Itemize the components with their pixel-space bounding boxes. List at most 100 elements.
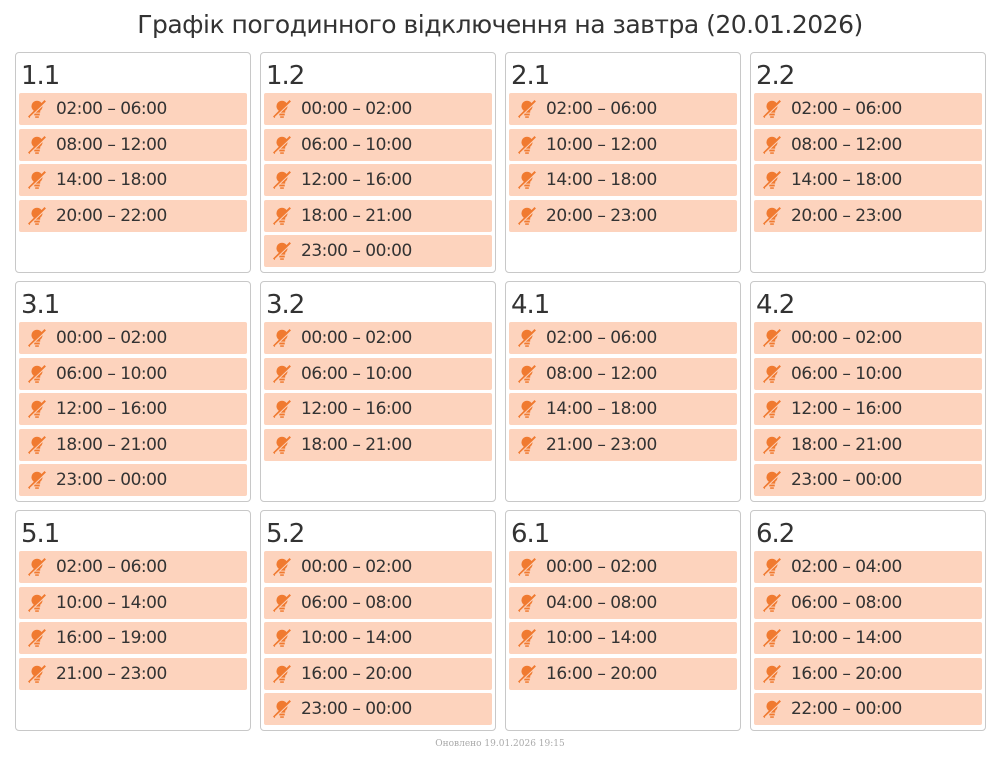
power-off-icon [763,558,782,576]
group-card: 4.1 02:00 – 06:00 08:00 – 12:00 14:00 – 18:… [505,281,741,502]
group-card: 4.2 00:00 – 02:00 06:00 – 10:00 12:00 – 16:… [750,281,986,502]
slot-time: 10:00 – 14:00 [791,628,902,648]
group-card: 1.1 02:00 – 06:00 08:00 – 12:00 14:00 – 18:… [15,52,251,273]
power-off-icon [273,135,292,154]
outage-slot: 18:00 – 21:00 [19,428,247,461]
outage-slot: 12:00 – 16:00 [264,393,492,425]
power-off-icon [763,135,782,154]
outage-slot: 06:00 – 10:00 [19,357,247,390]
power-off-icon [763,700,782,718]
slot-time: 08:00 – 12:00 [546,363,657,384]
updated-note: Оновлено 19.01.2026 19:15 [435,739,565,749]
group-card: 2.2 02:00 – 06:00 08:00 – 12:00 14:00 – 18:… [750,52,986,273]
slot-time: 00:00 – 02:00 [301,328,412,348]
slot-time: 18:00 – 21:00 [301,434,412,455]
power-off-icon [28,435,47,454]
group-name: 6.1 [511,519,550,549]
power-off-icon [28,558,47,576]
power-off-icon [273,400,292,418]
power-off-icon [28,329,47,347]
power-off-icon [28,100,47,118]
outage-slot: 08:00 – 12:00 [19,128,247,161]
slot-time: 16:00 – 20:00 [546,663,657,684]
group-name: 3.1 [21,290,60,320]
slot-time: 23:00 – 00:00 [301,699,412,719]
group-card: 6.2 02:00 – 04:00 06:00 – 08:00 10:00 – 14:… [750,510,986,731]
slot-time: 23:00 – 00:00 [56,470,167,490]
power-off-icon [518,206,537,225]
power-off-icon [518,435,537,454]
power-off-icon [518,400,537,418]
slot-time: 02:00 – 06:00 [791,99,902,119]
slot-time: 02:00 – 06:00 [56,557,167,577]
slot-time: 08:00 – 12:00 [56,134,167,155]
group-name: 1.2 [266,61,305,91]
outage-slot: 00:00 – 02:00 [509,551,737,583]
power-off-icon [273,700,292,718]
slot-time: 16:00 – 20:00 [791,663,902,684]
slot-time: 20:00 – 23:00 [791,205,902,226]
outage-slot: 02:00 – 06:00 [19,93,247,125]
outage-slot: 14:00 – 18:00 [19,164,247,196]
power-off-icon [763,364,782,383]
power-off-icon [518,593,537,612]
outage-slot: 02:00 – 06:00 [509,322,737,354]
power-off-icon [28,664,47,683]
outage-slot: 10:00 – 14:00 [264,622,492,654]
slot-time: 20:00 – 22:00 [56,205,167,226]
slot-time: 14:00 – 18:00 [56,170,167,190]
outage-slot: 20:00 – 23:00 [754,199,982,232]
slot-time: 02:00 – 06:00 [546,99,657,119]
power-off-icon [28,400,47,418]
schedule-grid: 1.1 02:00 – 06:00 08:00 – 12:00 14:00 – 18:… [15,52,986,731]
power-off-icon [273,629,292,647]
power-off-icon [28,135,47,154]
power-off-icon [763,100,782,118]
slot-time: 02:00 – 04:00 [791,557,902,577]
outage-slot: 10:00 – 12:00 [509,128,737,161]
slot-time: 12:00 – 16:00 [56,399,167,419]
power-off-icon [763,206,782,225]
power-off-icon [273,364,292,383]
power-off-icon [28,171,47,189]
outage-slot: 18:00 – 21:00 [264,428,492,461]
outage-slot: 04:00 – 08:00 [509,586,737,619]
outage-slot: 18:00 – 21:00 [264,199,492,232]
outage-slot: 21:00 – 23:00 [19,657,247,690]
outage-slot: 10:00 – 14:00 [509,622,737,654]
group-card: 5.2 00:00 – 02:00 06:00 – 08:00 10:00 – 14:… [260,510,496,731]
group-name: 2.1 [511,61,550,91]
outage-slot: 23:00 – 00:00 [264,235,492,267]
slot-time: 06:00 – 10:00 [791,363,902,384]
outage-slot: 21:00 – 23:00 [509,428,737,461]
outage-slot: 23:00 – 00:00 [264,693,492,725]
slot-time: 12:00 – 16:00 [791,399,902,419]
slot-time: 12:00 – 16:00 [301,170,412,190]
slot-time: 10:00 – 14:00 [301,628,412,648]
outage-slot: 02:00 – 06:00 [509,93,737,125]
slot-time: 08:00 – 12:00 [791,134,902,155]
outage-slot: 23:00 – 00:00 [754,464,982,496]
outage-slot: 12:00 – 16:00 [754,393,982,425]
group-name: 3.2 [266,290,305,320]
outage-slot: 20:00 – 23:00 [509,199,737,232]
power-off-icon [28,629,47,647]
outage-slot: 12:00 – 16:00 [264,164,492,196]
power-off-icon [28,364,47,383]
group-card: 3.2 00:00 – 02:00 06:00 – 10:00 12:00 – 16:… [260,281,496,502]
power-off-icon [518,558,537,576]
power-off-icon [273,558,292,576]
group-name: 2.2 [756,61,795,91]
power-off-icon [273,242,292,260]
power-off-icon [28,471,47,489]
outage-slot: 16:00 – 20:00 [754,657,982,690]
group-name: 1.1 [21,61,60,91]
group-name: 5.1 [21,519,60,549]
outage-slot: 02:00 – 06:00 [754,93,982,125]
outage-slot: 16:00 – 20:00 [509,657,737,690]
power-off-icon [518,664,537,683]
power-off-icon [273,206,292,225]
slot-time: 16:00 – 20:00 [301,663,412,684]
